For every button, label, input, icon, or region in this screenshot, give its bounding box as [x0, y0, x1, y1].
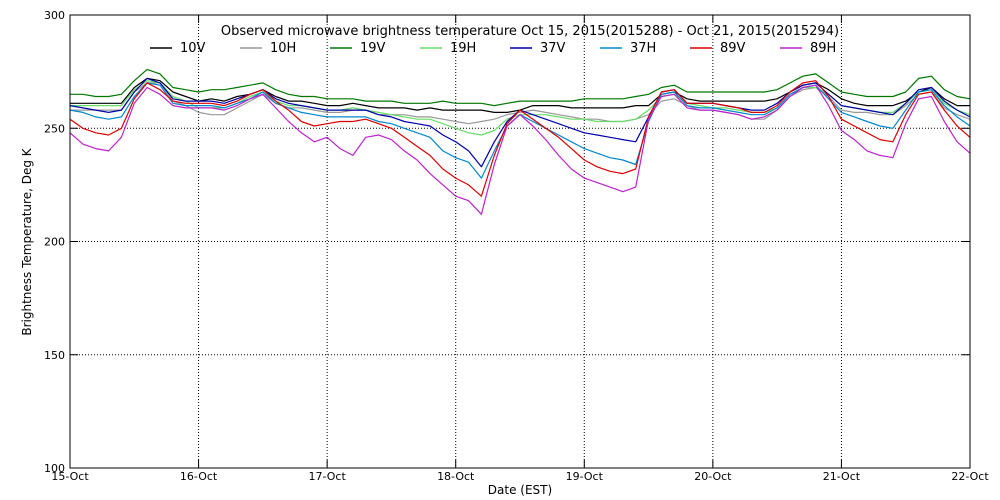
x-tick-label: 15-Oct	[51, 470, 89, 483]
series-lines	[69, 68, 971, 215]
y-tick-label: 300	[44, 9, 65, 22]
y-axis-ticks: 100 150 200 250 300	[44, 9, 970, 475]
x-axis-ticks: 15-Oct 16-Oct 17-Oct 18-Oct 19-Oct 20-Oct 21-O…	[51, 15, 989, 483]
x-tick-label: 21-Oct	[823, 470, 861, 483]
legend-label-37v: 37V	[540, 41, 566, 56]
y-tick-label: 200	[44, 236, 65, 249]
x-tick-label: 22-Oct	[951, 470, 989, 483]
y-axis-label: Brightness Temperature, Deg K	[20, 147, 34, 335]
series-line-19v	[70, 68, 971, 107]
x-tick-label: 20-Oct	[694, 470, 732, 483]
x-axis-label: Date (EST)	[488, 483, 552, 497]
legend-label-89h: 89H	[810, 41, 836, 56]
y-tick-label: 250	[44, 122, 65, 135]
legend-label-10h: 10H	[270, 41, 296, 56]
legend-label-37h: 37H	[630, 41, 656, 56]
x-tick-label: 16-Oct	[180, 470, 218, 483]
series-line-37v	[69, 77, 971, 168]
series-line-37h	[69, 82, 971, 179]
legend-label-19v: 19V	[360, 41, 386, 56]
legend-label-10v: 10V	[180, 41, 206, 56]
series-line-89h	[69, 84, 971, 215]
y-tick-label: 150	[44, 349, 65, 362]
gridlines	[70, 15, 970, 468]
y-tick-label: 100	[44, 462, 65, 475]
legend-label-89v: 89V	[720, 41, 746, 56]
legend: 10V 10H 19V 19H 37V 37H 89V 89H	[150, 41, 836, 56]
x-tick-label: 17-Oct	[308, 470, 346, 483]
chart-title: Observed microwave brightness temperatur…	[221, 24, 839, 39]
legend-label-19h: 19H	[450, 41, 476, 56]
x-tick-label: 19-Oct	[566, 470, 604, 483]
x-tick-label: 18-Oct	[437, 470, 475, 483]
series-line-89v	[69, 80, 971, 197]
